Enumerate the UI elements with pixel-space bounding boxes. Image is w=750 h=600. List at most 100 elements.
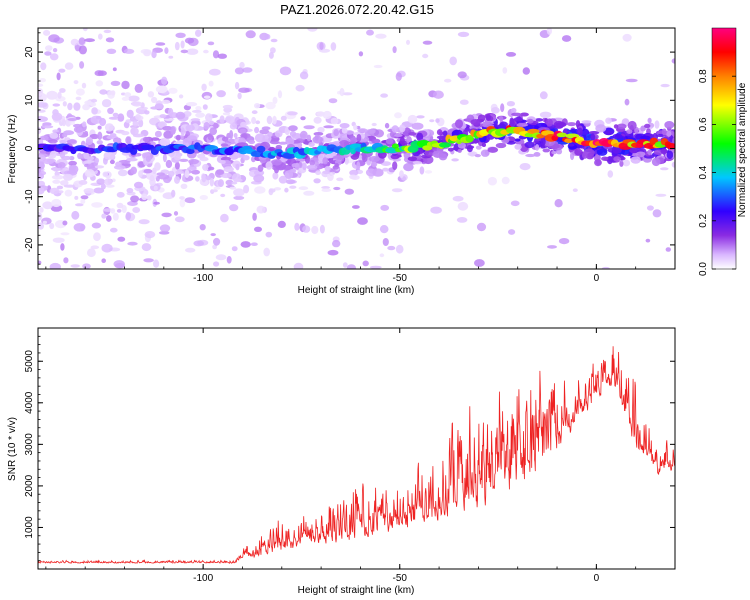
spectrogram-noise-cell xyxy=(87,248,96,258)
spectrogram-band-cell xyxy=(233,133,238,138)
spectrogram-band-cell xyxy=(46,90,58,100)
spectrogram-band-cell xyxy=(280,115,287,121)
spectrogram-band-cell xyxy=(124,92,132,98)
spectrogram-band-cell xyxy=(191,169,201,175)
spectrogram-band-cell xyxy=(574,148,583,156)
spectrogram-noise-cell xyxy=(237,92,242,100)
spectrogram-band-cell xyxy=(143,169,153,174)
spectrogram-band-cell xyxy=(322,110,332,120)
spectrogram-band-cell xyxy=(159,137,171,147)
spectrogram-band-cell xyxy=(126,109,134,119)
spectrogram-band-cell xyxy=(67,102,73,111)
spectrogram-band-cell xyxy=(185,124,195,132)
spectrogram-ridge-cell xyxy=(536,133,545,139)
spectrogram-band-cell xyxy=(475,145,482,150)
spectrogram-band-cell xyxy=(42,158,55,165)
spectrogram-band-cell xyxy=(219,160,226,164)
spectrogram-band-cell xyxy=(55,96,66,102)
spectrogram-band-cell xyxy=(84,169,95,178)
spectrogram-band-cell xyxy=(159,114,167,119)
spectrogram-band-cell xyxy=(116,202,124,209)
spectrogram-band-cell xyxy=(205,113,213,122)
spectrogram-band-cell xyxy=(59,150,66,159)
spectrogram-band-cell xyxy=(93,187,105,194)
colorbar-tick-label: 0.8 xyxy=(698,69,709,83)
spectrogram-band-cell xyxy=(57,127,62,134)
spectrogram-noise-cell xyxy=(225,179,234,186)
spectrogram-noise-cell xyxy=(242,67,253,73)
spectrogram-noise-cell xyxy=(90,245,100,250)
spectrogram-noise-cell xyxy=(212,50,220,59)
spectrogram-band-cell xyxy=(553,120,565,129)
snr-x-axis: -100 -50 0 xyxy=(45,328,676,584)
spectrogram-band-cell xyxy=(539,111,552,119)
spectrogram-band-cell xyxy=(289,130,297,137)
spectrogram-noise-cell xyxy=(56,72,61,81)
spectrogram-band-cell xyxy=(581,120,592,124)
spectrogram-band-cell xyxy=(202,104,208,110)
spectrogram-noise-cell xyxy=(406,39,410,45)
spectrogram-band-cell xyxy=(94,157,100,164)
spectrogram-band-cell xyxy=(188,158,200,165)
spectrogram-noise-cell xyxy=(106,215,112,222)
spectrogram-band-cell xyxy=(513,117,524,122)
spectrogram-noise-cell xyxy=(168,55,174,59)
spectrogram-band-cell xyxy=(175,134,181,141)
spectrogram-band-cell xyxy=(432,150,444,158)
x-tick-label: -100 xyxy=(193,573,213,584)
spectrogram-band-cell xyxy=(110,208,116,214)
spectrogram-band-cell xyxy=(61,133,68,138)
colorbar: 0.0 0.2 0.4 0.6 0.8 Normalized spectral ampl… xyxy=(698,27,748,276)
spectrogram-noise-cell xyxy=(452,195,464,202)
spectrogram-band-cell xyxy=(338,133,350,140)
spectrogram-band-cell xyxy=(85,136,93,146)
spectrogram-noise-cell xyxy=(622,159,631,167)
snr-y-label: SNR (10 * v/v) xyxy=(7,417,18,481)
spectrogram-noise-cell xyxy=(546,28,552,35)
y-tick-label: 3000 xyxy=(24,433,35,456)
spectrogram-noise-cell xyxy=(234,81,240,90)
spectrogram-band-cell xyxy=(183,111,192,117)
spectrogram-noise-cell xyxy=(487,176,497,186)
spectrogram-band-cell xyxy=(332,155,345,161)
spectrogram-noise-cell xyxy=(201,83,207,92)
spectrogram-band-cell xyxy=(412,161,423,165)
spectrogram-band-cell xyxy=(182,137,192,147)
spectrogram-band-cell xyxy=(435,118,440,123)
spectrogram-band-cell xyxy=(113,137,122,144)
spectrogram-noise-cell xyxy=(105,37,115,43)
spectrogram-noise-cell xyxy=(375,33,387,39)
spectrogram-noise-cell xyxy=(344,188,354,195)
spectrogram-noise-cell xyxy=(255,120,261,125)
spectrogram-noise-cell xyxy=(49,262,61,269)
spectrogram-noise-cell xyxy=(299,71,309,80)
spectrogram-band-cell xyxy=(105,184,115,188)
colorbar-label: Normalized spectral amplitude xyxy=(737,82,748,217)
spectrogram-band-cell xyxy=(191,109,202,113)
spectrogram-band-cell xyxy=(209,177,214,187)
spectrogram-band-cell xyxy=(83,188,95,194)
spectrogram-band-cell xyxy=(59,88,66,93)
spectrogram-band-cell xyxy=(220,143,229,147)
spectrogram-band-cell xyxy=(91,107,98,115)
spectrogram-noise-cell xyxy=(215,254,227,261)
spectrogram-band-cell xyxy=(371,138,381,144)
spectrogram-noise-cell xyxy=(49,222,55,230)
spectrogram-noise-cell xyxy=(75,96,82,101)
spectrogram-band-cell xyxy=(100,183,106,190)
spectrogram-band-cell xyxy=(150,137,160,141)
spectrogram-x-label: Height of straight line (km) xyxy=(298,285,415,296)
spectrogram-noise-cell xyxy=(52,48,58,53)
spectrogram-noise-cell xyxy=(501,176,510,185)
spectrogram-band-cell xyxy=(666,130,672,137)
spectrogram-noise-cell xyxy=(101,213,107,219)
spectrogram-noise-cell xyxy=(373,64,383,69)
spectrogram-band-cell xyxy=(612,133,623,139)
snr-y-axis: 1000 2000 3000 4000 5000 xyxy=(24,327,675,570)
spectrogram-band-cell xyxy=(147,91,155,98)
spectrogram-band-cell xyxy=(62,173,73,181)
spectrogram-noise-cell xyxy=(293,262,304,269)
spectrogram-ridge-cell xyxy=(556,132,567,138)
spectrogram-band-cell xyxy=(101,99,112,108)
spectrogram-noise-cell xyxy=(193,240,204,247)
